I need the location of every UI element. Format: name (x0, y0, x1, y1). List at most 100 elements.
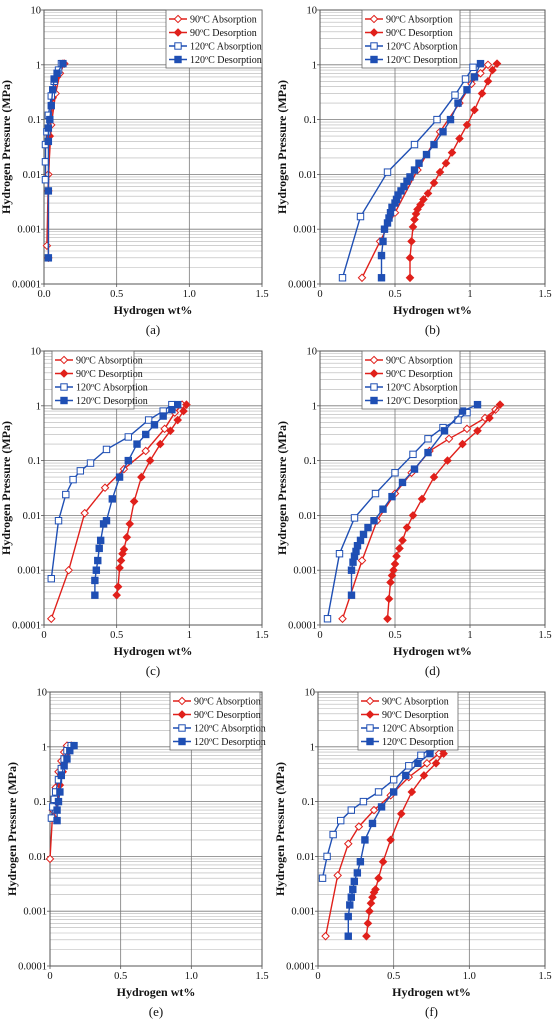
y-axis-title: Hydrogen Pressure (MPa) (273, 762, 287, 896)
data-point (357, 556, 367, 565)
x-tick-label: 1.5 (538, 289, 551, 300)
legend-label: 90ºC Desorption (382, 710, 449, 721)
data-point (443, 456, 452, 465)
chart-panel-5: 0.0001 0.001 0.01 0.1 1 10 0 0.5 1.0 1.5 Hydrogen … (273, 688, 552, 1020)
data-point (377, 803, 386, 811)
legend-marker (60, 396, 68, 405)
data-point (426, 749, 434, 758)
data-point (47, 101, 55, 110)
data-point (323, 852, 331, 861)
data-point (374, 873, 383, 883)
data-point (388, 492, 396, 501)
data-point (419, 195, 428, 204)
legend-marker (370, 383, 378, 391)
data-point (159, 412, 167, 420)
legend-marker (178, 724, 186, 732)
chart-panel-0: 0.0001 0.001 0.01 0.1 1 10 0.0 0.5 1.0 1.5 Hydroge… (0, 6, 269, 338)
data-point (416, 200, 425, 210)
data-point (407, 787, 417, 797)
data-point (414, 759, 422, 767)
panel-label: (b) (425, 322, 440, 337)
data-point (455, 134, 464, 143)
y-tick-label: 10 (31, 6, 42, 17)
data-point (115, 473, 124, 481)
x-tick-label: 1.5 (255, 289, 268, 300)
data-point (53, 816, 61, 825)
x-tick-label: 0.0 (37, 289, 50, 300)
x-axis-title: Hydrogen wt% (392, 985, 471, 999)
data-point (476, 59, 485, 68)
data-point (462, 120, 472, 130)
data-point (94, 556, 102, 565)
data-point (91, 576, 99, 585)
data-point (374, 788, 383, 796)
legend-marker (370, 42, 378, 50)
series-120-c-absorption (47, 400, 176, 583)
data-point (433, 115, 441, 124)
data-point (343, 839, 353, 849)
data-point (173, 415, 183, 425)
data-point (408, 511, 418, 520)
y-tick-label: 0.1 (304, 115, 317, 126)
data-point (492, 59, 502, 68)
data-point (54, 517, 63, 525)
y-tick-label: 0.0001 (286, 962, 315, 973)
legend-marker (177, 710, 187, 719)
legend-marker (365, 696, 375, 706)
data-point (150, 421, 159, 429)
series-120-c-desorption (377, 59, 485, 282)
legend-marker (369, 355, 379, 365)
data-point (329, 830, 337, 839)
data-point (398, 478, 407, 487)
data-point (469, 63, 477, 72)
data-point (389, 565, 398, 575)
y-tick-label: 0.01 (23, 511, 41, 522)
data-point (409, 450, 417, 459)
data-point (168, 405, 176, 414)
data-point (335, 550, 344, 558)
data-point (379, 237, 387, 246)
data-point (463, 86, 471, 94)
data-point (347, 566, 356, 574)
data-point (402, 523, 412, 532)
data-point (64, 565, 74, 575)
data-point (483, 76, 493, 86)
data-point (451, 91, 459, 99)
legend-marker (59, 369, 69, 378)
data-point (102, 445, 111, 454)
data-point (391, 469, 399, 477)
legend-label: 120ºC Desorption (190, 55, 262, 66)
data-point (364, 523, 372, 532)
legend: 90ºC Absorption 90ºC Desorption 120ºC Abso… (361, 9, 461, 69)
data-point (182, 400, 191, 409)
data-point (395, 544, 404, 553)
x-axis-title: Hydrogen wt% (114, 644, 193, 658)
data-point (125, 519, 135, 529)
data-point (69, 475, 77, 484)
legend-label: 120ºC Desorption (382, 737, 454, 748)
legend-marker (173, 28, 183, 37)
legend-label: 90ºC Absorption (386, 15, 453, 26)
data-point (383, 614, 392, 624)
data-point (470, 73, 479, 81)
x-tick-label: 1.5 (538, 971, 551, 982)
data-point (429, 472, 439, 482)
data-point (54, 797, 63, 806)
legend-label: 90ºC Absorption (190, 15, 257, 26)
data-point (410, 166, 419, 174)
y-tick-label: 10 (305, 688, 316, 699)
y-axis-title: Hydrogen Pressure (MPa) (5, 762, 19, 896)
data-point (59, 59, 67, 68)
y-tick-label: 0.001 (17, 225, 41, 236)
data-point (417, 751, 425, 759)
x-axis-title: Hydrogen wt% (393, 644, 472, 658)
data-point (86, 459, 95, 467)
data-point (166, 426, 175, 436)
y-axis-title: Hydrogen Pressure (MPa) (275, 80, 289, 214)
x-tick-label: 1.0 (183, 289, 196, 300)
legend-label: 90ºC Desorption (386, 28, 453, 39)
data-point (410, 140, 419, 149)
data-point (415, 159, 423, 167)
data-point (431, 758, 441, 768)
data-point (435, 167, 445, 177)
